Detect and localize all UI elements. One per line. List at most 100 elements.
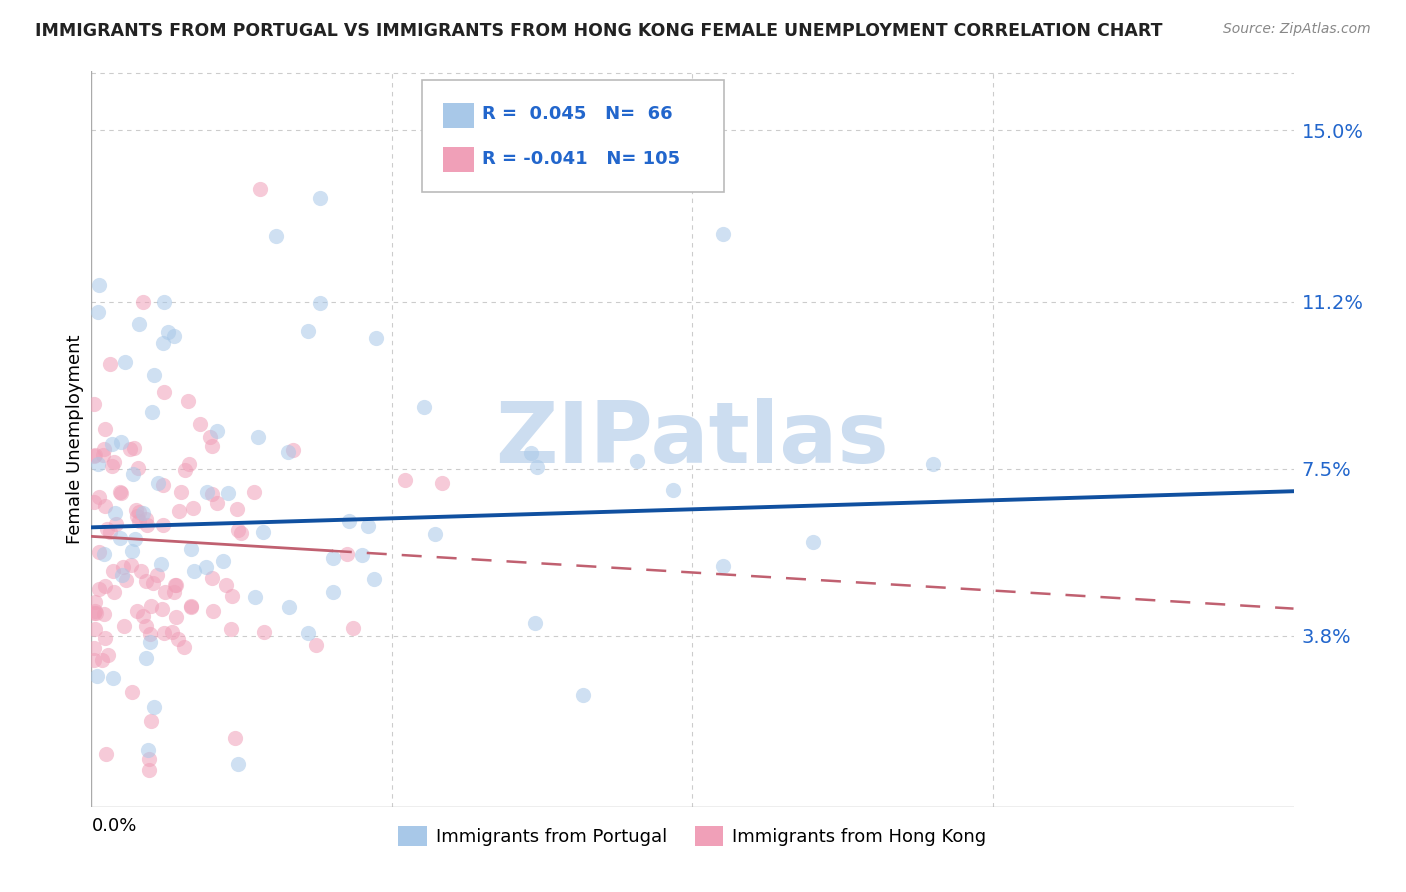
- Point: [278, 599, 301, 614]
- Point: [152, 626, 174, 640]
- Text: 0.0%: 0.0%: [91, 817, 136, 835]
- Point: [523, 616, 546, 631]
- Point: [152, 336, 174, 351]
- Point: [205, 424, 228, 438]
- Point: [201, 604, 224, 618]
- Point: [110, 484, 132, 499]
- Point: [112, 619, 135, 633]
- Point: [165, 609, 187, 624]
- Point: [336, 547, 359, 561]
- Point: [89, 582, 111, 597]
- Point: [337, 514, 360, 528]
- Point: [219, 622, 242, 636]
- Point: [139, 627, 162, 641]
- Point: [195, 484, 218, 499]
- Point: [308, 296, 330, 310]
- Point: [363, 572, 385, 586]
- Point: [110, 434, 132, 449]
- Point: [87, 545, 110, 559]
- Point: [110, 486, 132, 500]
- Point: [221, 589, 243, 603]
- Point: [297, 626, 319, 640]
- Point: [163, 328, 186, 343]
- Point: [342, 621, 364, 635]
- Point: [87, 490, 110, 504]
- Point: [94, 499, 117, 513]
- Point: [308, 191, 330, 205]
- Point: [245, 590, 267, 604]
- Point: [801, 535, 824, 549]
- Point: [111, 568, 134, 582]
- Point: [430, 476, 453, 491]
- Point: [83, 595, 105, 609]
- Point: [98, 357, 121, 371]
- Point: [141, 405, 163, 419]
- Point: [201, 570, 224, 584]
- Point: [127, 461, 149, 475]
- Point: [93, 607, 115, 621]
- Point: [150, 602, 173, 616]
- Point: [226, 523, 249, 537]
- Point: [125, 604, 148, 618]
- Point: [215, 577, 238, 591]
- Point: [114, 355, 136, 369]
- Point: [281, 442, 304, 457]
- Point: [86, 606, 108, 620]
- Point: [229, 525, 252, 540]
- Point: [135, 651, 157, 665]
- Point: [125, 503, 148, 517]
- Point: [83, 449, 105, 463]
- Point: [142, 368, 165, 382]
- Point: [321, 585, 343, 599]
- Point: [128, 514, 150, 528]
- Point: [212, 554, 235, 568]
- Point: [131, 295, 153, 310]
- Point: [94, 631, 117, 645]
- Legend: Immigrants from Portugal, Immigrants from Hong Kong: Immigrants from Portugal, Immigrants fro…: [391, 819, 994, 854]
- Point: [662, 483, 685, 497]
- Point: [83, 653, 105, 667]
- Point: [180, 599, 202, 614]
- Point: [83, 397, 105, 411]
- Point: [101, 437, 124, 451]
- Point: [188, 417, 211, 431]
- Point: [246, 430, 269, 444]
- Text: Source: ZipAtlas.com: Source: ZipAtlas.com: [1223, 22, 1371, 37]
- Point: [163, 584, 186, 599]
- Point: [101, 564, 124, 578]
- Point: [83, 640, 105, 655]
- Point: [148, 476, 170, 491]
- Point: [104, 506, 127, 520]
- Point: [128, 317, 150, 331]
- Point: [86, 669, 108, 683]
- Point: [152, 518, 174, 533]
- Point: [277, 445, 299, 459]
- Text: R =  0.045   N=  66: R = 0.045 N= 66: [482, 105, 673, 123]
- Point: [425, 526, 447, 541]
- Point: [93, 547, 115, 561]
- Point: [305, 638, 328, 652]
- Point: [143, 699, 166, 714]
- Point: [96, 522, 118, 536]
- Point: [526, 459, 548, 474]
- Point: [173, 640, 195, 654]
- Point: [86, 305, 108, 319]
- Point: [174, 462, 197, 476]
- Point: [169, 503, 191, 517]
- Point: [136, 518, 159, 533]
- Point: [183, 564, 205, 578]
- Point: [150, 558, 173, 572]
- Point: [366, 331, 388, 345]
- Point: [141, 599, 163, 613]
- Point: [108, 532, 131, 546]
- Point: [201, 439, 224, 453]
- Point: [180, 541, 202, 556]
- Point: [253, 624, 276, 639]
- Point: [84, 622, 107, 636]
- Point: [97, 648, 120, 662]
- Point: [350, 548, 373, 562]
- Point: [101, 671, 124, 685]
- Point: [83, 495, 105, 509]
- Point: [176, 393, 198, 408]
- Point: [157, 325, 180, 339]
